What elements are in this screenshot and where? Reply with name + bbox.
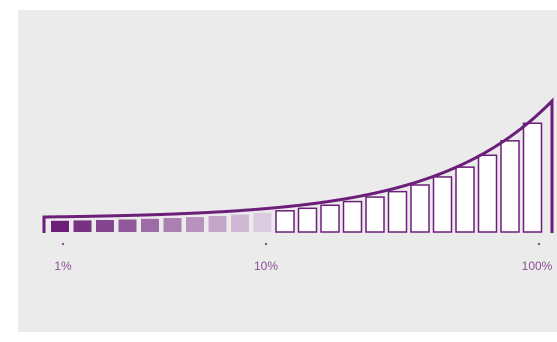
filled-bar-3 [96, 219, 114, 232]
outline-bar-21 [500, 140, 520, 233]
outline-bar-19 [455, 166, 475, 233]
outline-bar-13 [320, 204, 340, 233]
outline-bar-14 [342, 200, 363, 233]
outline-bar-18 [432, 176, 453, 233]
outline-bar-17 [410, 184, 430, 233]
tick-label-1pct: 1% [54, 259, 72, 273]
filled-bar-9 [231, 214, 249, 232]
tick-dot-10pct [264, 242, 268, 246]
filled-bar-8 [208, 215, 227, 232]
growth-curve [42, 97, 554, 233]
tick-dot-100pct [537, 242, 541, 246]
bar-group [51, 122, 543, 233]
filled-bar-1 [51, 220, 69, 232]
tick-dot-1pct [61, 242, 65, 246]
outline-bar-20 [477, 154, 498, 233]
outline-bar-12 [297, 207, 318, 233]
filled-bar-10 [253, 212, 272, 232]
outline-bar-16 [387, 190, 408, 233]
filled-bar-2 [73, 220, 92, 232]
outline-bar-15 [365, 196, 385, 233]
outline-bar-22 [522, 122, 543, 233]
tick-label-10pct: 10% [254, 259, 278, 273]
x-axis: 1% 10% 100% [54, 242, 553, 273]
filled-bar-5 [141, 218, 159, 232]
filled-bar-7 [186, 217, 204, 232]
filled-bar-4 [118, 219, 137, 232]
outline-bar-11 [275, 210, 295, 233]
tick-label-100pct: 100% [522, 259, 553, 273]
filled-bar-6 [163, 218, 182, 232]
